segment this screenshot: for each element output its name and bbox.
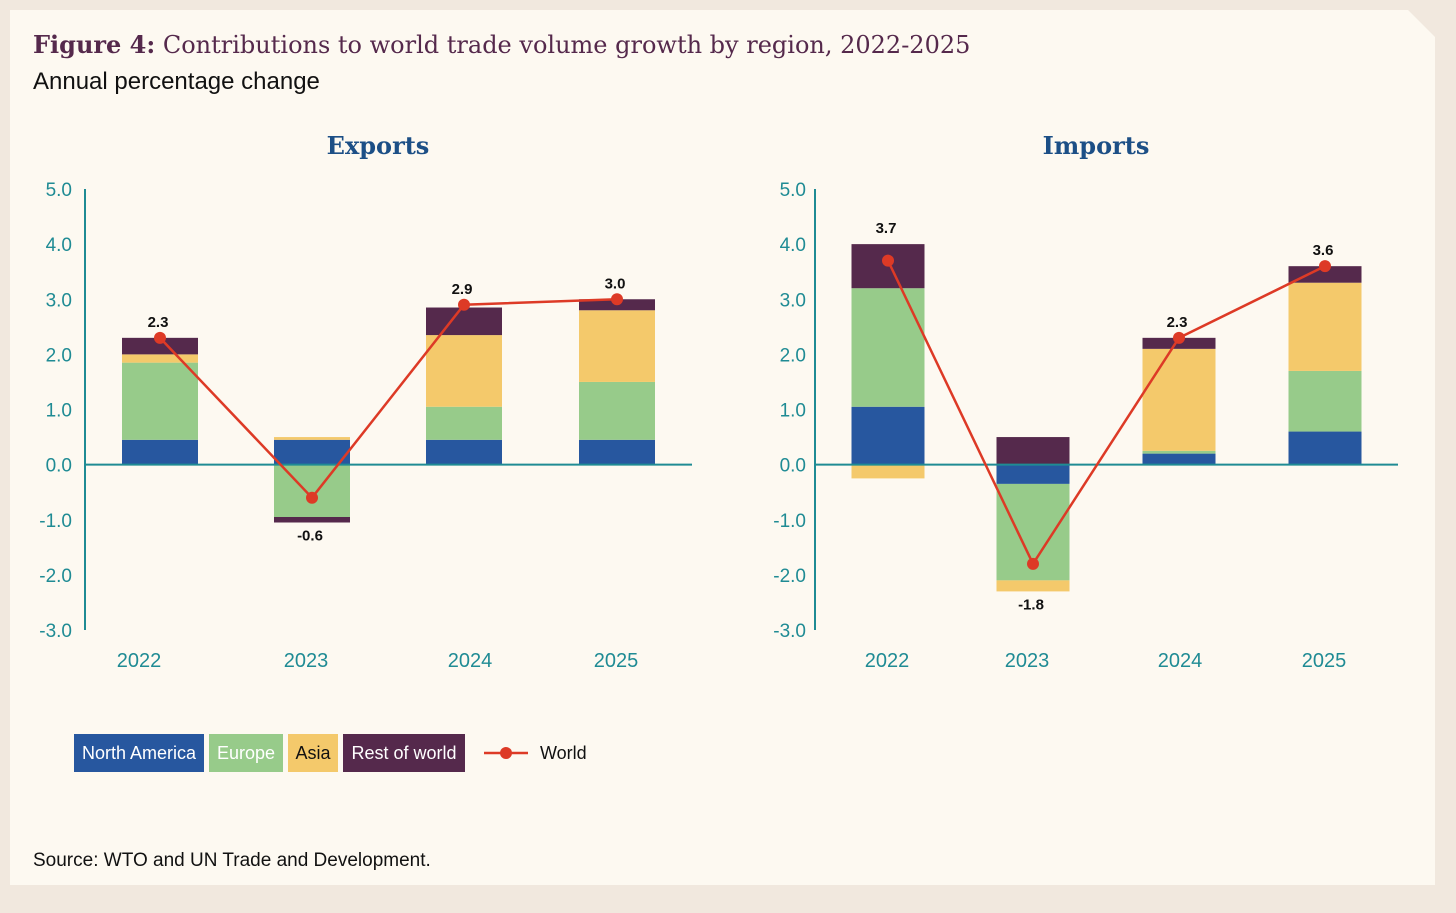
imports-bar-2024-north-america: [1142, 453, 1216, 465]
exports-bar-2022-europe: [122, 362, 198, 440]
figure-subtitle: Annual percentage change: [33, 68, 320, 95]
legend-item-asia: Asia: [288, 734, 338, 772]
exports-y-tick-label: 1.0: [46, 401, 72, 422]
exports-bar-2023-north-america: [274, 439, 350, 465]
imports-bar-2025-rest-of-world: [1288, 266, 1362, 283]
exports-bar-2025-asia: [579, 310, 655, 382]
imports-world-marker: [882, 254, 894, 267]
figure-label: Figure 4:: [33, 30, 156, 59]
imports-world-marker: [1027, 557, 1039, 570]
exports-world-marker: [611, 293, 623, 306]
imports-bar-2025-north-america: [1288, 431, 1362, 465]
imports-x-tick-label: 2022: [865, 650, 910, 672]
legend-item-rest-of-world: Rest of world: [343, 734, 465, 772]
legend-item-europe: Europe: [209, 734, 283, 772]
legend-label: World: [540, 742, 587, 763]
imports-world-data-label: 3.7: [876, 220, 897, 237]
exports-world-data-label: 2.3: [148, 314, 169, 331]
exports-bar-2023-europe: [274, 464, 350, 517]
exports-bar-2024-asia: [426, 335, 502, 407]
exports-x-tick-label: 2023: [284, 650, 329, 672]
imports-bar-2024-asia: [1142, 348, 1216, 451]
exports-bar-2022-north-america: [122, 439, 198, 465]
exports-world-data-label: -0.6: [297, 528, 323, 545]
imports-bar-2022-asia: [851, 464, 925, 479]
imports-bar-2024-europe: [1142, 450, 1216, 454]
imports-y-tick-label: -2.0: [773, 566, 806, 587]
exports-bar-2024-rest-of-world: [426, 307, 502, 336]
legend-item-world: World: [484, 743, 587, 764]
imports-bar-2023-rest-of-world: [996, 437, 1070, 465]
imports-x-tick-label: 2023: [1005, 650, 1050, 672]
imports-y-tick-label: 5.0: [780, 180, 806, 201]
exports-panel-title: Exports: [327, 131, 430, 160]
imports-bar-2023-asia: [996, 580, 1070, 592]
imports-world-marker: [1173, 331, 1185, 344]
exports-bar-2024-north-america: [426, 439, 502, 465]
imports-y-tick-label: 1.0: [780, 401, 806, 422]
legend-item-north-america: North America: [74, 734, 204, 772]
exports-y-tick-label: -1.0: [39, 511, 72, 532]
legend: North America Europe Asia Rest of world Worl…: [74, 734, 587, 772]
exports-bar-2025-europe: [579, 381, 655, 440]
source-note: Source: WTO and UN Trade and Development…: [33, 850, 431, 871]
exports-x-tick-label: 2024: [448, 650, 493, 672]
imports-y-tick-label: -1.0: [773, 511, 806, 532]
imports-world-marker: [1319, 260, 1331, 273]
imports-world-data-label: 2.3: [1167, 314, 1188, 331]
exports-world-data-label: 2.9: [452, 281, 473, 298]
exports-y-tick-label: 0.0: [46, 456, 72, 477]
imports-world-line: [886, 260, 1326, 567]
imports-world-data-label: 3.6: [1313, 242, 1334, 259]
exports-bar-2022-rest-of-world: [122, 337, 198, 355]
exports-y-tick-label: 2.0: [46, 345, 72, 366]
exports-bar-2025-north-america: [579, 439, 655, 465]
exports-y-tick-label: 3.0: [46, 290, 72, 311]
exports-x-tick-label: 2022: [117, 650, 162, 672]
imports-y-tick-label: -3.0: [773, 621, 806, 642]
exports-world-marker: [306, 491, 318, 504]
imports-x-tick-label: 2024: [1158, 650, 1203, 672]
exports-bar-2022-asia: [122, 354, 198, 363]
imports-bar-2022-europe: [851, 288, 925, 407]
exports-panel: Exports -3.0 -2.0 -1.0 0.0 1.0 2.0 3.0 4.0 5.0 202…: [39, 131, 692, 672]
exports-y-tick-label: -3.0: [39, 621, 72, 642]
imports-bar-2022-north-america: [851, 406, 925, 465]
exports-world-line: [159, 298, 618, 500]
figure-title-text: Contributions to world trade volume grow…: [162, 31, 971, 59]
exports-bar-2023-asia: [274, 437, 350, 440]
exports-world-marker: [154, 331, 166, 344]
exports-y-tick-label: 5.0: [46, 180, 72, 201]
exports-bar-2023-rest-of-world: [274, 516, 350, 523]
imports-x-tick-label: 2025: [1302, 650, 1347, 672]
exports-world-data-label: 3.0: [605, 275, 626, 292]
exports-y-tick-label: 4.0: [46, 235, 72, 256]
imports-world-data-label: -1.8: [1018, 596, 1044, 613]
exports-world-marker: [458, 298, 470, 311]
imports-y-tick-label: 0.0: [780, 456, 806, 477]
imports-bar-2025-europe: [1288, 370, 1362, 432]
imports-panel: Imports -3.0 -2.0 -1.0 0.0 1.0 2.0 3.0 4.0 5.0 202…: [773, 131, 1398, 672]
exports-y-tick-label: -2.0: [39, 566, 72, 587]
exports-bar-2024-europe: [426, 406, 502, 440]
exports-x-tick-label: 2025: [594, 650, 639, 672]
imports-bar-2023-north-america: [996, 464, 1070, 484]
imports-y-tick-label: 2.0: [780, 345, 806, 366]
imports-panel-title: Imports: [1043, 131, 1150, 160]
world-line-legend-icon: [484, 747, 528, 759]
imports-y-tick-label: 4.0: [780, 235, 806, 256]
imports-bar-2025-asia: [1288, 282, 1362, 371]
imports-y-tick-label: 3.0: [780, 290, 806, 311]
figure-title: Figure 4: Contributions to world trade v…: [33, 30, 970, 59]
